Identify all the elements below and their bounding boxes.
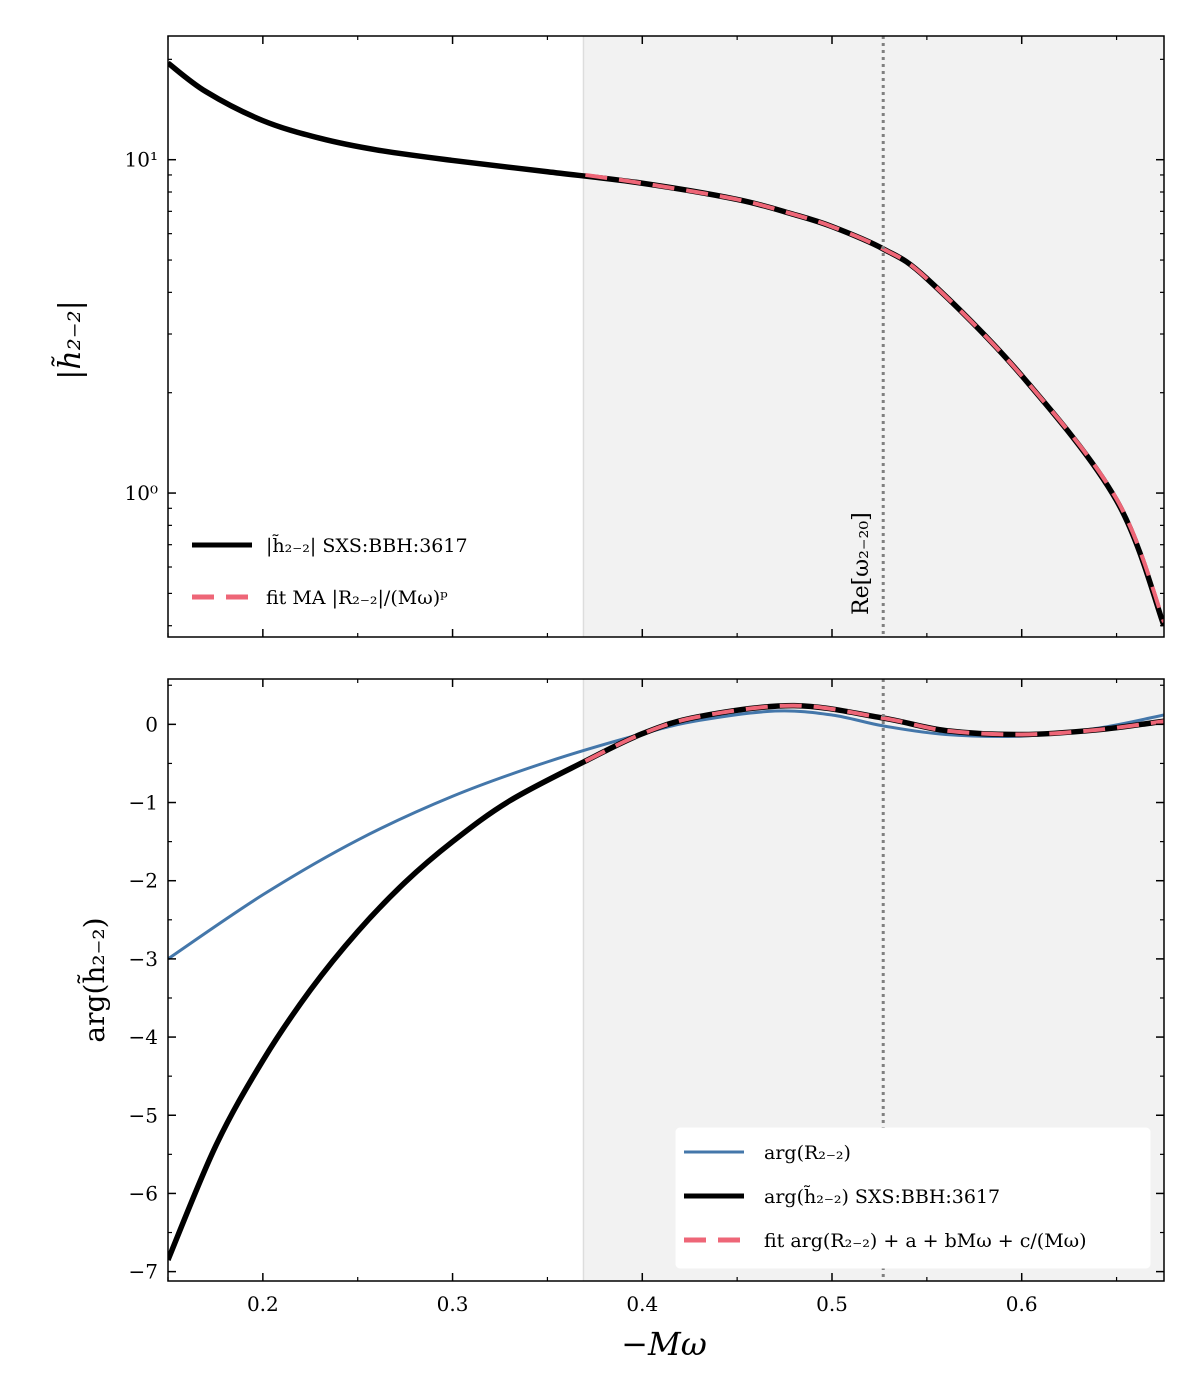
bottom-y-axis-label: arg(h̃₂₋₂) — [77, 917, 111, 1042]
bottom-y-tick-label: −2 — [129, 869, 158, 893]
x-tick-label: 0.6 — [1006, 1292, 1038, 1316]
legend-label-arg-sxs: arg(h̃₂₋₂) SXS:BBH:3617 — [764, 1185, 1000, 1208]
bottom-panel: 0.2 0.3 0.4 0.5 0.6 0 −1 −2 −3 −4 −5 −6 −7 arg(h̃₂₋₂… — [77, 678, 1165, 1363]
x-tick-label: 0.5 — [816, 1292, 848, 1316]
top-y-tick-label: 10⁰ — [125, 481, 158, 505]
bottom-series-2-line — [584, 703, 1164, 763]
bottom-y-tick-label: −6 — [129, 1181, 158, 1205]
legend-label-arg-r: arg(R₂₋₂) — [764, 1142, 851, 1164]
bottom-y-tick-label: −4 — [129, 1025, 158, 1049]
bottom-y-tick-label: −1 — [129, 791, 158, 815]
bottom-y-tick-label: −7 — [129, 1260, 158, 1284]
x-tick-label: 0.4 — [626, 1292, 658, 1316]
bottom-plot-frame — [167, 678, 1165, 1282]
legend-box — [675, 1127, 1151, 1269]
qnm-frequency-label: Re[ω₂₋₂₀] — [849, 512, 874, 615]
x-tick-label: 0.3 — [437, 1292, 469, 1316]
top-y-axis-label: |h̃₂₋₂| — [51, 300, 88, 379]
top-y-tick-label: 10¹ — [125, 148, 158, 172]
legend-label-magnitude-fit: fit MA |R₂₋₂|/(Mω)ᵖ — [266, 587, 448, 609]
legend-label-arg-fit: fit arg(R₂₋₂) + a + bMω + c/(Mω) — [764, 1230, 1087, 1252]
x-axis-label: −Mω — [621, 1325, 707, 1363]
x-tick-label: 0.2 — [247, 1292, 279, 1316]
fit-region-shade — [583, 36, 1164, 637]
bottom-legend: arg(R₂₋₂) arg(h̃₂₋₂) SXS:BBH:3617 fit ar… — [675, 1127, 1151, 1269]
legend-label-sxs-magnitude: |h̃₂₋₂| SXS:BBH:3617 — [266, 534, 468, 557]
bottom-y-tick-label: 0 — [145, 712, 158, 736]
top-panel: 10⁰ 10¹ Re[ω₂₋₂₀] |h̃₂₋₂| |h̃₂₋₂| SXS:BBH… — [51, 35, 1165, 638]
bottom-y-tick-label: −3 — [129, 947, 158, 971]
bottom-y-tick-label: −5 — [129, 1103, 158, 1127]
top-legend: |h̃₂₋₂| SXS:BBH:3617 fit MA |R₂₋₂|/(Mω)ᵖ — [192, 534, 468, 609]
top-plot-frame — [167, 35, 1165, 638]
